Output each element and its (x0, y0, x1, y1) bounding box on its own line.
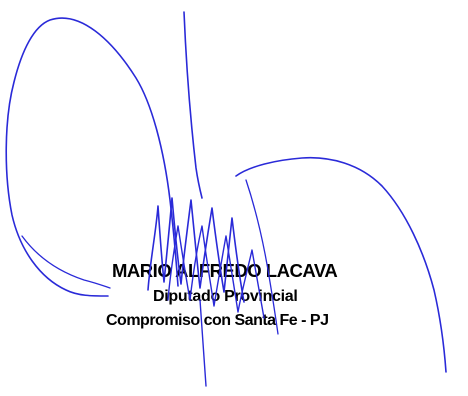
signature-stroke-zigzag-2 (167, 225, 265, 319)
signature-stroke-right-inner (245, 179, 279, 335)
signature-stroke-left-loop (5, 17, 179, 297)
stamp-party: Compromiso con Santa Fe - PJ (106, 312, 329, 329)
signature-ink (5, 11, 447, 387)
signature-stroke-tail (199, 299, 207, 387)
signature-stroke-left-inner (21, 235, 111, 289)
stamp-name: MARIO ALFREDO LACAVA (112, 261, 338, 281)
signature-stroke-zigzag (147, 197, 245, 303)
signature-stroke-right-loop (235, 156, 447, 373)
signature-stroke-center-stem (183, 11, 203, 199)
